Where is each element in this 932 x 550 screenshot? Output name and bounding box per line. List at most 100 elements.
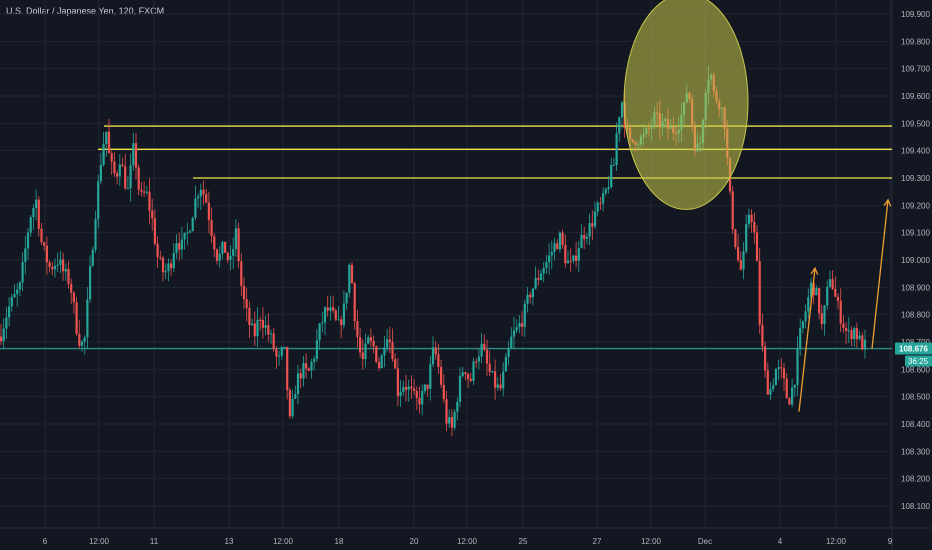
candle-body-up bbox=[745, 224, 748, 252]
arrow-line bbox=[871, 199, 889, 349]
candle-body-up bbox=[453, 411, 456, 428]
y-tick-label: 109.300 bbox=[901, 174, 930, 183]
candle-body-down bbox=[140, 189, 143, 192]
candle-body-down bbox=[750, 214, 753, 223]
candle-body-down bbox=[356, 320, 359, 338]
candle-body-down bbox=[483, 343, 486, 350]
arrow-head bbox=[810, 266, 819, 275]
candle-body-up bbox=[313, 358, 316, 362]
candle-body-down bbox=[153, 218, 156, 244]
candle-body-up bbox=[32, 208, 35, 218]
x-tick-label: 12:00 bbox=[826, 537, 847, 546]
candle-body-down bbox=[410, 386, 413, 389]
candle-body-up bbox=[197, 196, 200, 199]
candle-body-down bbox=[475, 361, 478, 363]
candle-body-up bbox=[421, 391, 424, 405]
price-labels: 108.676 36:25 bbox=[895, 342, 932, 367]
y-tick-label: 108.500 bbox=[901, 393, 930, 402]
candle-body-down bbox=[418, 397, 421, 405]
candle-body-up bbox=[294, 394, 297, 399]
x-tick-label: 25 bbox=[519, 537, 528, 546]
y-tick-label: 109.200 bbox=[901, 201, 930, 210]
candle-body-up bbox=[804, 311, 807, 322]
candle-body-up bbox=[26, 232, 30, 249]
candle-body-up bbox=[251, 323, 254, 325]
candle-body-down bbox=[70, 283, 73, 293]
x-tick-label: 6 bbox=[43, 537, 48, 546]
price-axis[interactable]: 109.900 109.800 109.700 109.600 109.500 109.4… bbox=[901, 10, 930, 511]
candle-body-down bbox=[334, 310, 337, 320]
candle-body-down bbox=[569, 260, 572, 262]
candle-body-down bbox=[205, 194, 208, 203]
candle-body-up bbox=[188, 231, 192, 233]
candle-body-up bbox=[18, 282, 21, 290]
x-tick-label: 4 bbox=[778, 537, 783, 546]
candle-body-down bbox=[307, 368, 310, 371]
candle-body-down bbox=[564, 244, 567, 264]
x-tick-label: 12:00 bbox=[457, 537, 478, 546]
candle-body-down bbox=[488, 363, 491, 372]
candle-body-up bbox=[531, 288, 534, 298]
candle-body-up bbox=[167, 263, 170, 271]
candle-body-down bbox=[442, 384, 445, 400]
candle-body-down bbox=[170, 263, 173, 269]
candle-body-up bbox=[588, 223, 591, 237]
candle-body-up bbox=[604, 188, 607, 194]
candle-body-down bbox=[350, 264, 354, 284]
candle-body-down bbox=[850, 330, 853, 340]
highlight-ellipse bbox=[623, 0, 749, 210]
y-tick-label: 109.600 bbox=[901, 92, 930, 101]
candle-body-down bbox=[377, 362, 381, 369]
candle-body-up bbox=[423, 384, 426, 392]
candle-body-up bbox=[364, 343, 367, 360]
candle-body-up bbox=[5, 317, 8, 329]
candle-body-up bbox=[828, 279, 831, 287]
candle-body-down bbox=[761, 324, 764, 347]
x-tick-label: 13 bbox=[225, 537, 234, 546]
candle-body-up bbox=[323, 307, 327, 323]
candle-body-up bbox=[853, 328, 856, 340]
candle-body-down bbox=[575, 255, 578, 261]
candle-body-up bbox=[607, 187, 610, 189]
candle-body-up bbox=[580, 234, 583, 249]
candle-body-down bbox=[261, 319, 264, 328]
candle-body-down bbox=[202, 189, 205, 195]
candle-body-up bbox=[164, 270, 167, 273]
arrow-head bbox=[883, 198, 892, 207]
candle-body-down bbox=[143, 191, 146, 193]
candle-body-down bbox=[785, 378, 788, 399]
candle-body-down bbox=[839, 300, 842, 324]
candle-body-down bbox=[245, 299, 248, 308]
candle-body-down bbox=[62, 259, 65, 272]
candle-body-up bbox=[558, 232, 561, 250]
candle-body-down bbox=[124, 166, 127, 189]
candle-body-down bbox=[788, 398, 791, 405]
candle-body-up bbox=[180, 239, 183, 250]
candle-body-down bbox=[855, 328, 858, 340]
candle-body-up bbox=[863, 339, 867, 350]
candle-body-up bbox=[456, 401, 459, 412]
candle-body-down bbox=[286, 346, 289, 390]
candle-body-up bbox=[199, 189, 202, 197]
arrow-line bbox=[798, 268, 816, 412]
candle-body-up bbox=[515, 327, 518, 331]
y-tick-label: 109.400 bbox=[901, 147, 930, 156]
candle-body-up bbox=[229, 255, 232, 260]
time-axis[interactable]: 6 12:00 11 13 12:00 18 20 12:00 25 27 12:00 Dec 4 12:… bbox=[43, 537, 893, 546]
candle-body-down bbox=[240, 261, 243, 286]
candle-body-up bbox=[553, 243, 556, 252]
y-tick-label: 108.900 bbox=[901, 283, 930, 292]
candle-body-down bbox=[40, 228, 43, 243]
candle-body-down bbox=[237, 228, 240, 262]
candle-body-down bbox=[739, 260, 742, 270]
candle-body-up bbox=[431, 347, 435, 365]
y-tick-label: 108.600 bbox=[901, 365, 930, 374]
candle-body-down bbox=[78, 333, 81, 346]
candle-body-up bbox=[777, 367, 780, 370]
candle-body-down bbox=[67, 268, 70, 284]
candle-body-up bbox=[280, 347, 283, 356]
candle-body-up bbox=[612, 165, 615, 167]
candle-body-down bbox=[75, 302, 78, 334]
